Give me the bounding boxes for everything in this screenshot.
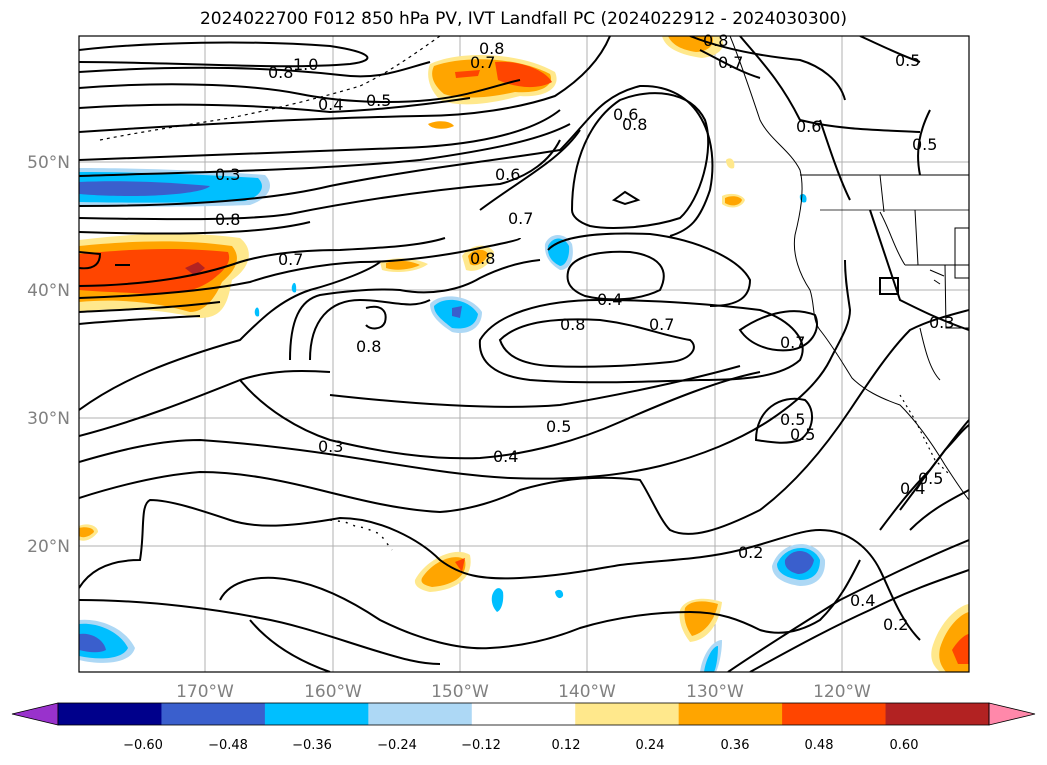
contour-label: 0.8 [268,63,293,82]
lat-label-50n: 50°N [27,153,70,173]
colorbar-tick: −0.12 [461,738,501,753]
colorbar-tick: −0.60 [123,738,163,753]
contour-label: 0.2 [738,543,763,562]
contour-label: 0.7 [780,333,805,352]
colorbar-segment [575,703,680,725]
latitude-labels: 50°N 40°N 30°N 20°N [27,153,70,557]
contour-label: 0.5 [895,51,920,70]
contour-label: 0.6 [495,165,520,184]
colorbar-segment [782,703,887,725]
colorbar-segment [368,703,473,725]
contour-label: 0.7 [278,250,303,269]
contour-label: 0.4 [318,95,343,114]
lon-label-140w: 140°W [558,682,616,702]
colorbar-segment [58,703,162,725]
longitude-labels: 170°W 160°W 150°W 140°W 130°W 120°W [176,682,871,702]
contour-label: 0.8 [622,115,647,134]
contour-label: 0.2 [883,615,908,634]
contour-label: 0.4 [900,479,925,498]
colorbar [11,702,1036,726]
pv-contours [79,36,969,672]
contour-label: 0.5 [366,91,391,110]
colorbar-tick: 0.12 [552,738,581,753]
colorbar-tick-labels: −0.60 −0.48 −0.36 −0.24 −0.12 0.12 0.24 … [123,738,918,753]
contour-label: 0.8 [356,337,381,356]
shading-negative [79,168,826,672]
map-title: 2024022700 F012 850 hPa PV, IVT Landfall… [199,9,847,29]
colorbar-extend-low [11,702,59,726]
lon-label-120w: 120°W [813,682,871,702]
contour-label: 0.6 [796,117,821,136]
map-frame [78,35,970,673]
colorbar-segment [471,703,576,725]
contour-label: 0.7 [649,315,674,334]
colorbar-extend-high [988,702,1036,726]
colorbar-tick: −0.48 [208,738,248,753]
colorbar-segment [678,703,783,725]
lon-label-170w: 170°W [176,682,234,702]
contour-label: 0.8 [470,249,495,268]
colorbar-tick: −0.36 [292,738,332,753]
contour-label: 0.5 [790,425,815,444]
colorbar-tick: 0.48 [805,738,834,753]
contour-label: 0.4 [493,447,518,466]
colorbar-tick: −0.24 [377,738,417,753]
lon-label-150w: 150°W [431,682,489,702]
contour-label: 0.8 [560,315,585,334]
contour-label: 0.3 [215,165,240,184]
contour-label: 0.6 [613,105,638,124]
colorbar-segment [264,703,369,725]
contour-label: 0.5 [918,469,943,488]
contour-label: 0.7 [508,209,533,228]
contour-label: 0.7 [470,53,495,72]
contour-labels: 1.0 0.8 0.4 0.5 0.8 0.7 0.8 0.7 0.5 0.8 … [215,31,954,634]
contour-label: 0.3 [318,437,343,456]
contour-label: 0.5 [546,417,571,436]
colorbar-tick: 0.36 [721,738,750,753]
colorbar-frame [57,702,990,726]
lon-label-130w: 130°W [686,682,744,702]
contour-label: 1.0 [293,55,318,74]
lat-label-30n: 30°N [27,409,70,429]
colorbar-segment [161,703,266,725]
colorbar-tick: 0.60 [890,738,919,753]
contour-label: 0.8 [479,39,504,58]
contour-label: 0.8 [215,210,240,229]
contour-label: 0.4 [597,290,622,309]
contour-label: 0.5 [912,135,937,154]
contour-label: 0.8 [703,31,728,50]
lat-label-40n: 40°N [27,281,70,301]
contour-label: 0.3 [929,313,954,332]
lat-label-20n: 20°N [27,537,70,557]
coastlines [99,36,969,551]
contour-label: 0.5 [780,410,805,429]
map-panel [79,36,969,672]
contour-label: 0.4 [850,591,875,610]
contour-label: 0.7 [718,53,743,72]
colorbar-tick: 0.24 [636,738,665,753]
lon-label-160w: 160°W [304,682,362,702]
colorbar-segment [885,703,990,725]
